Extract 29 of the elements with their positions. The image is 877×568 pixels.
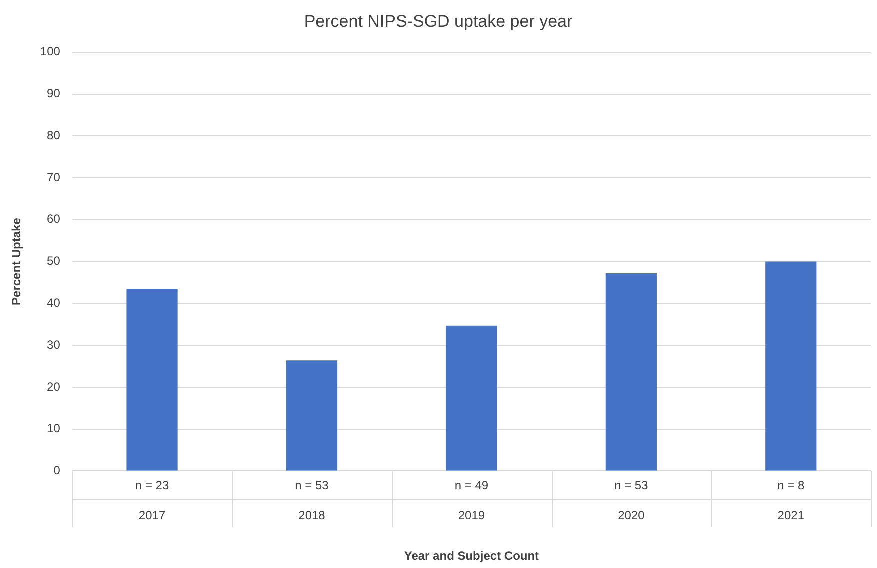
x-tick-label: 2019 (458, 508, 486, 523)
y-tick-label: 90 (47, 86, 61, 101)
y-tick-label: 100 (40, 44, 61, 59)
x-tick-label: 2021 (778, 508, 805, 523)
y-tick-label: 70 (47, 170, 61, 184)
chart-title: Percent NIPS-SGD uptake per year (304, 12, 574, 31)
bar (126, 289, 178, 471)
bar (606, 274, 657, 471)
y-axis-title: Percent Uptake (10, 218, 24, 306)
y-tick-label: 40 (47, 296, 61, 310)
text: n = 8 (778, 478, 805, 493)
x-tick-label: 2017 (138, 508, 166, 523)
x-tick-label: 2020 (618, 508, 646, 523)
y-tick-label: 20 (47, 380, 61, 394)
text: n = 53 (614, 478, 649, 493)
bar (286, 360, 338, 471)
y-tick-label: 30 (47, 338, 61, 352)
y-tick-label: 50 (47, 254, 61, 268)
y-tick-label: 60 (47, 212, 61, 226)
text: n = 53 (295, 478, 330, 493)
bar (766, 262, 817, 471)
y-tick-label: 10 (47, 422, 61, 436)
x-axis-title: Year and Subject Count (404, 549, 540, 564)
x-tick-label: 2018 (298, 508, 326, 523)
y-tick-label: 80 (47, 128, 61, 142)
y-tick-label: 0 (54, 464, 61, 478)
text: n = 49 (454, 478, 489, 493)
text: n = 23 (135, 478, 170, 493)
bar (446, 326, 498, 471)
